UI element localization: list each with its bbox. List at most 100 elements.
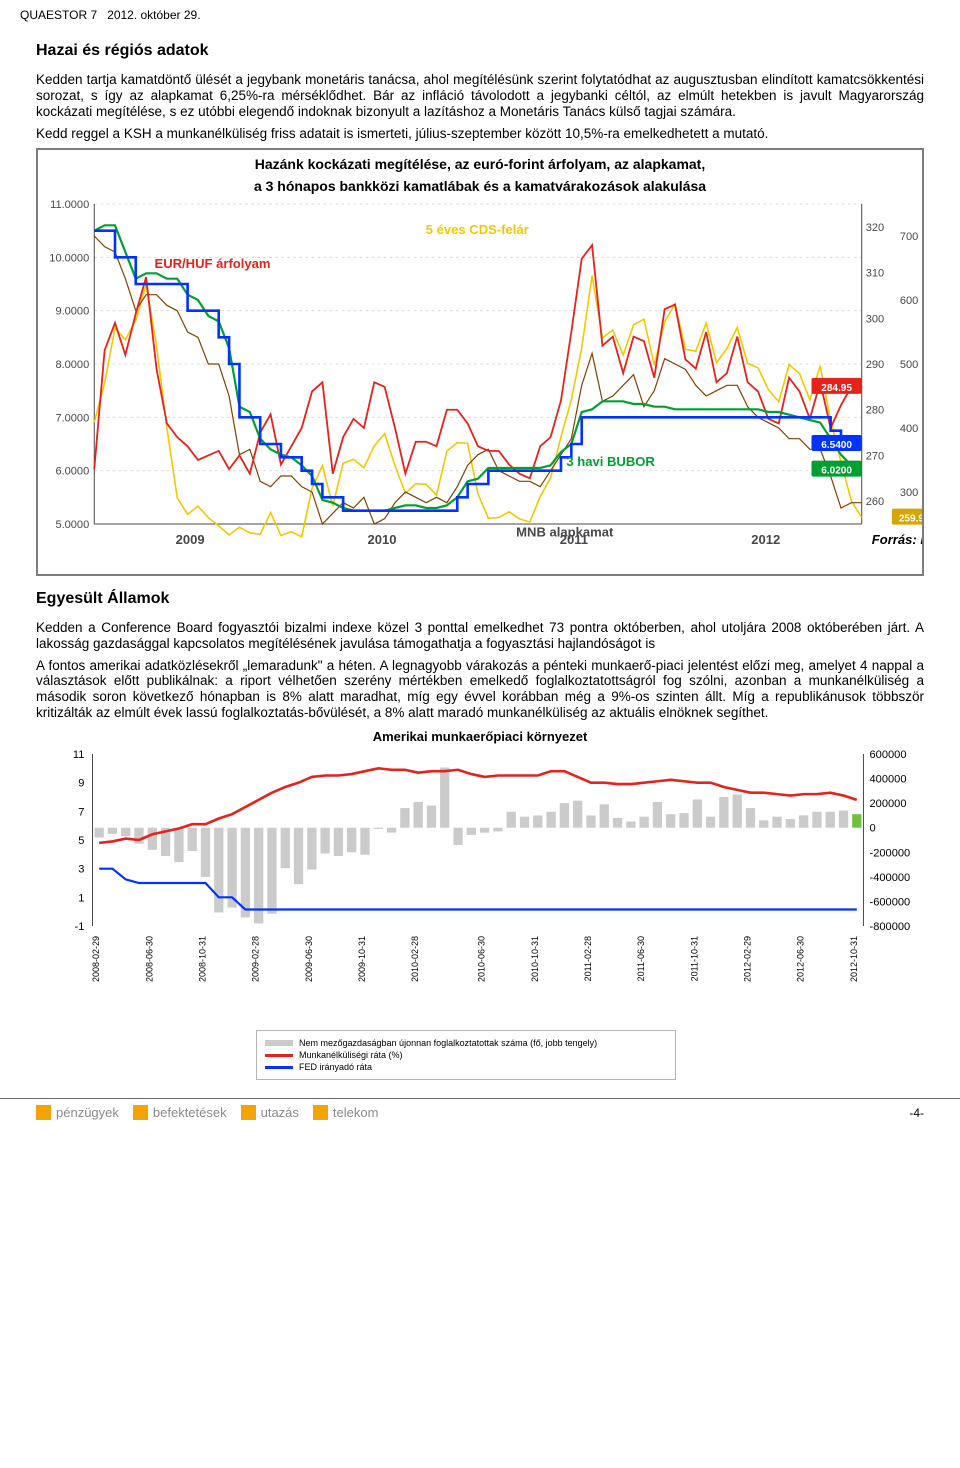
svg-text:6.0000: 6.0000: [55, 465, 89, 477]
chart-2-legend: Nem mezőgazdaságban újonnan foglalkoztat…: [256, 1030, 676, 1080]
svg-text:Forrás: Bloomberg: Forrás: Bloomberg: [872, 532, 922, 547]
legend-swatch-bars: [265, 1040, 293, 1046]
legend-label-unemp: Munkanélküliségi ráta (%): [299, 1050, 403, 1060]
svg-text:2011-02-28: 2011-02-28: [583, 936, 593, 981]
section-title-hazai: Hazai és régiós adatok: [36, 42, 924, 60]
svg-text:7: 7: [78, 807, 84, 819]
svg-text:2010-06-30: 2010-06-30: [477, 936, 487, 982]
svg-text:3: 3: [78, 864, 84, 876]
svg-text:400000: 400000: [870, 774, 907, 786]
svg-text:500: 500: [900, 359, 918, 371]
svg-text:2011-10-31: 2011-10-31: [689, 936, 699, 981]
svg-text:2009-10-31: 2009-10-31: [357, 936, 367, 982]
para-1: Kedden tartja kamatdöntő ülését a jegyba…: [36, 72, 924, 120]
svg-text:200000: 200000: [870, 798, 907, 810]
svg-text:1: 1: [78, 893, 84, 905]
legend-swatch-fed: [265, 1066, 293, 1069]
svg-text:300: 300: [866, 313, 884, 325]
svg-text:2012-06-30: 2012-06-30: [796, 936, 806, 982]
brand-text: QUAESTOR 7: [20, 8, 97, 22]
footer-label: telekom: [333, 1105, 379, 1120]
svg-text:9: 9: [78, 778, 84, 790]
legend-swatch-unemp: [265, 1054, 293, 1057]
date-text: 2012. október 29.: [107, 8, 200, 22]
chart-1-svg: 5.0000 6.0000 7.0000 8.0000 9.0000 10.0000 11.…: [38, 194, 922, 574]
legend-label-fed: FED irányadó ráta: [299, 1062, 372, 1072]
svg-text:6.0200: 6.0200: [821, 465, 852, 476]
svg-text:9.0000: 9.0000: [55, 305, 89, 317]
svg-text:-1: -1: [75, 921, 85, 933]
para-3: Kedden a Conference Board fogyasztói biz…: [36, 620, 924, 652]
svg-text:10.0000: 10.0000: [49, 252, 89, 264]
section-title-usa: Egyesült Államok: [36, 590, 924, 608]
chart-1-title-line1: Hazánk kockázati megítélése, az euró-for…: [38, 150, 922, 172]
footer-item-telekom[interactable]: telekom: [313, 1105, 379, 1120]
svg-text:2011-06-30: 2011-06-30: [636, 936, 646, 981]
footer-item-utazás[interactable]: utazás: [241, 1105, 299, 1120]
svg-text:300: 300: [900, 487, 918, 499]
svg-text:260: 260: [866, 496, 884, 508]
svg-text:2009: 2009: [176, 532, 205, 547]
svg-text:600: 600: [900, 295, 918, 307]
svg-text:284.95: 284.95: [821, 383, 852, 394]
page-header: QUAESTOR 7 2012. október 29.: [0, 0, 960, 24]
page-number: -4-: [909, 1106, 924, 1120]
svg-text:2010-10-31: 2010-10-31: [530, 936, 540, 982]
svg-text:-600000: -600000: [870, 897, 911, 909]
footer-nav: pénzügyek befektetések utazás telekom: [36, 1105, 378, 1120]
chart-1-container: Hazánk kockázati megítélése, az euró-for…: [36, 148, 924, 576]
footer-label: utazás: [261, 1105, 299, 1120]
footer-icon: [36, 1105, 51, 1120]
svg-text:-400000: -400000: [870, 872, 911, 884]
page-footer: pénzügyek befektetések utazás telekom -4-: [0, 1098, 960, 1128]
svg-text:MNB alapkamat: MNB alapkamat: [516, 524, 614, 539]
svg-text:270: 270: [866, 450, 884, 462]
svg-text:11: 11: [73, 749, 85, 761]
svg-text:2012: 2012: [751, 532, 780, 547]
footer-icon: [313, 1105, 328, 1120]
svg-text:5 éves CDS-felár: 5 éves CDS-felár: [426, 222, 529, 237]
svg-text:2009-06-30: 2009-06-30: [304, 936, 314, 982]
svg-text:2012-02-29: 2012-02-29: [742, 936, 752, 982]
footer-item-befektetések[interactable]: befektetések: [133, 1105, 227, 1120]
svg-text:6.5400: 6.5400: [821, 440, 852, 451]
chart-2-svg: -1 1 3 5 7 9 11 -800000 -600000 -400000 -200000 0 20…: [36, 746, 924, 1026]
footer-icon: [241, 1105, 256, 1120]
svg-text:2012-10-31: 2012-10-31: [849, 936, 859, 982]
svg-text:3 havi BUBOR: 3 havi BUBOR: [566, 454, 655, 469]
svg-text:400: 400: [900, 423, 918, 435]
legend-row-bars: Nem mezőgazdaságban újonnan foglalkoztat…: [265, 1038, 667, 1048]
svg-text:2008-02-29: 2008-02-29: [91, 936, 101, 982]
svg-text:8.0000: 8.0000: [55, 359, 89, 371]
svg-text:2008-10-31: 2008-10-31: [197, 936, 207, 982]
footer-item-pénzügyek[interactable]: pénzügyek: [36, 1105, 119, 1120]
footer-icon: [133, 1105, 148, 1120]
svg-text:600000: 600000: [870, 749, 907, 761]
footer-label: befektetések: [153, 1105, 227, 1120]
svg-text:310: 310: [866, 267, 884, 279]
legend-label-bars: Nem mezőgazdaságban újonnan foglalkoztat…: [299, 1038, 597, 1048]
svg-text:700: 700: [900, 231, 918, 243]
svg-text:11.0000: 11.0000: [50, 199, 89, 211]
svg-text:2010: 2010: [368, 532, 397, 547]
svg-text:259.995: 259.995: [899, 513, 922, 524]
svg-text:280: 280: [866, 404, 884, 416]
svg-text:0: 0: [870, 823, 876, 835]
svg-text:5: 5: [78, 835, 84, 847]
svg-text:2008-06-30: 2008-06-30: [144, 936, 154, 982]
svg-text:-800000: -800000: [870, 921, 911, 933]
svg-text:2010-02-28: 2010-02-28: [410, 936, 420, 982]
footer-label: pénzügyek: [56, 1105, 119, 1120]
svg-text:5.0000: 5.0000: [55, 519, 89, 531]
svg-text:320: 320: [866, 222, 884, 234]
chart-1-title-line2: a 3 hónapos bankközi kamatlábak és a kam…: [38, 172, 922, 194]
svg-text:2009-02-28: 2009-02-28: [251, 936, 261, 982]
svg-text:-200000: -200000: [870, 848, 911, 860]
legend-row-fed: FED irányadó ráta: [265, 1062, 667, 1072]
chart-2-title: Amerikai munkaerőpiaci környezet: [36, 729, 924, 744]
legend-row-unemp: Munkanélküliségi ráta (%): [265, 1050, 667, 1060]
svg-text:290: 290: [866, 359, 884, 371]
para-4: A fontos amerikai adatközlésekről „lemar…: [36, 658, 924, 722]
svg-text:7.0000: 7.0000: [55, 412, 89, 424]
svg-text:EUR/HUF árfolyam: EUR/HUF árfolyam: [155, 256, 271, 271]
